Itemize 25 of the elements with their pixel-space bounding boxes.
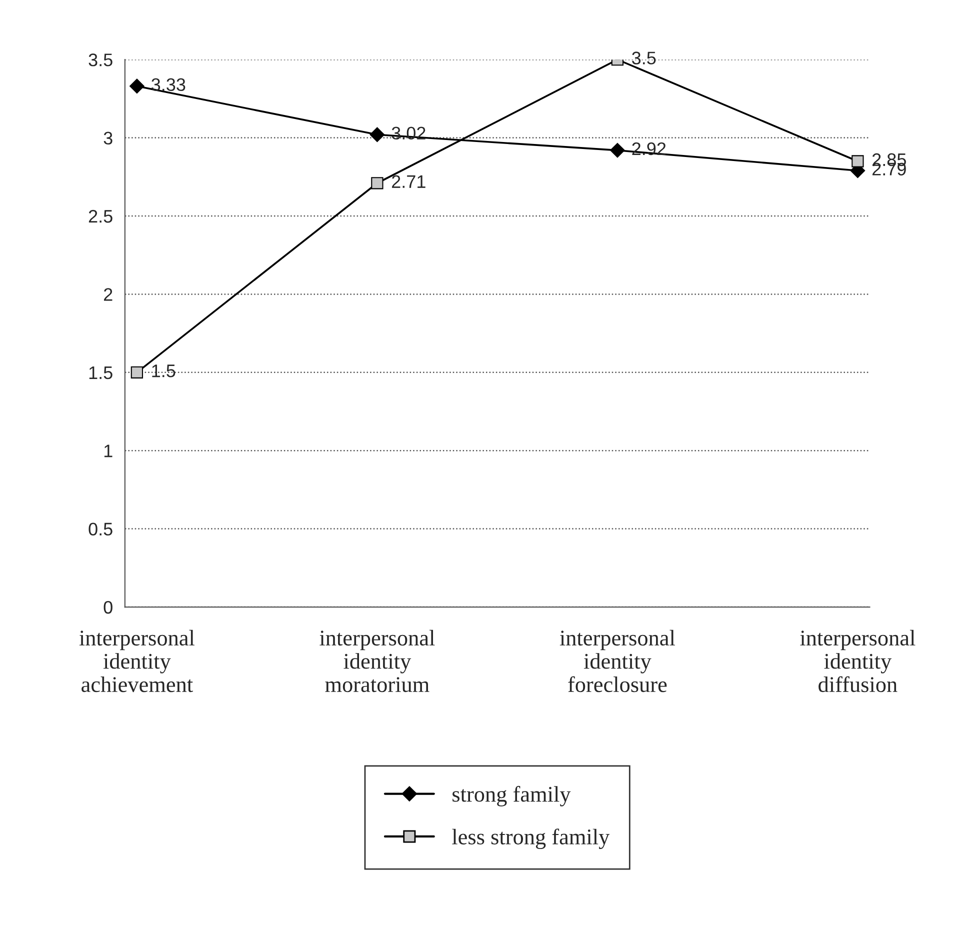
y-tick-label: 2 [104,288,112,301]
y-tick-label: 1.5 [89,366,112,380]
point [610,142,625,158]
data-label: 3.5 [632,52,656,64]
y-tick-label: 0.5 [88,522,112,536]
y-tick-label: 0 [104,600,112,614]
point [130,78,144,94]
point [371,177,384,190]
x-tick-label: interpersonal identity achievement [79,630,194,692]
data-label: 2.92 [632,142,666,156]
x-tick-label: interpersonal identity moratorium [320,630,435,692]
y-tick-label: 2.5 [88,210,112,223]
point [370,127,385,142]
y-tick-label: 3 [104,132,112,145]
point [852,155,864,168]
data-label: 2.71 [392,175,426,188]
x-tick-label: interpersonal identity foreclosure [560,630,675,692]
point [130,366,144,378]
x-tick-label: interpersonal identity diffusion [800,630,916,692]
data-label: 1.5 [152,364,176,378]
data-label: 3.33 [152,78,186,92]
y-tick-label: 1 [104,444,112,458]
legend-label: less strong family [452,828,610,850]
y-tick-label: 3.5 [88,54,112,66]
legend-label: strong family [452,786,571,806]
